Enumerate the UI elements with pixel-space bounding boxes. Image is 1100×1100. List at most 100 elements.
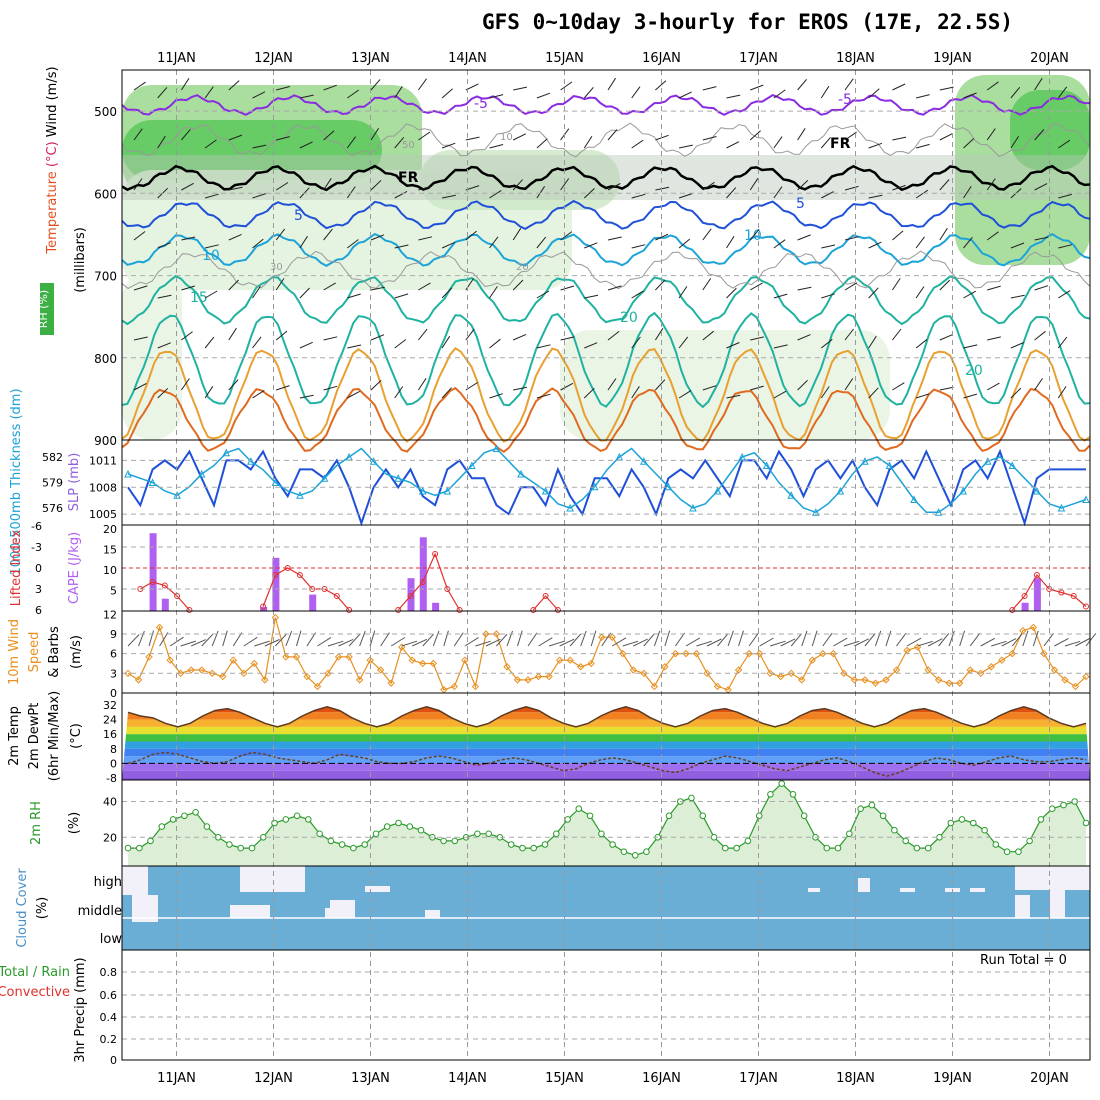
upper-barb bbox=[441, 88, 453, 99]
cloud-block-4 bbox=[325, 908, 330, 918]
upper-barb bbox=[678, 390, 692, 399]
thickness-point bbox=[271, 478, 280, 486]
upper-barb bbox=[868, 241, 882, 249]
li-line bbox=[140, 581, 190, 611]
rh-point bbox=[440, 837, 447, 845]
wind-barb bbox=[1001, 638, 1017, 647]
upper-barb bbox=[489, 144, 504, 149]
cape-bar bbox=[272, 557, 280, 611]
upper-barb bbox=[157, 242, 171, 249]
upper-barb bbox=[133, 128, 143, 141]
upper-barb bbox=[1010, 294, 1025, 299]
precip-ytick-1: 0.2 bbox=[100, 1033, 118, 1046]
upper-barb bbox=[583, 136, 593, 149]
upper-barb bbox=[678, 193, 693, 199]
wind-speed-point bbox=[766, 669, 774, 678]
rh-point bbox=[834, 844, 842, 852]
upper-barb bbox=[536, 290, 550, 299]
cloud-block-3 bbox=[230, 905, 270, 918]
upper-barb bbox=[323, 385, 338, 391]
upper-barb bbox=[939, 386, 954, 391]
li-point bbox=[554, 607, 561, 613]
cape-li-panel bbox=[122, 533, 1090, 613]
upper-barb bbox=[892, 328, 902, 341]
upper-barb bbox=[418, 185, 433, 191]
upper-barb bbox=[157, 135, 166, 149]
upper-barb bbox=[773, 293, 788, 299]
upper-barb bbox=[631, 386, 640, 399]
cape-bar bbox=[161, 598, 169, 611]
rh-point bbox=[789, 791, 797, 798]
upper-barb bbox=[607, 129, 618, 141]
rh-point bbox=[992, 841, 1000, 848]
thickness-point bbox=[689, 503, 697, 512]
upper-barb bbox=[1034, 77, 1043, 91]
upper-barb bbox=[489, 189, 502, 199]
upper-barb bbox=[987, 285, 1001, 291]
upper-barb bbox=[157, 342, 171, 349]
wind-speed-point bbox=[692, 649, 701, 658]
wind-barb bbox=[664, 630, 671, 647]
upper-barb bbox=[1010, 86, 1021, 99]
wind-barb bbox=[496, 633, 508, 647]
wind-speed-point bbox=[482, 630, 490, 638]
wind-ytick-0: 0 bbox=[110, 687, 117, 700]
wind-barb bbox=[412, 638, 428, 647]
wind-barb bbox=[580, 630, 587, 647]
wind-barb bbox=[190, 639, 207, 647]
cloud-unit-part-0: (%) bbox=[35, 897, 50, 920]
upper-barb bbox=[655, 279, 666, 291]
upper-barb bbox=[346, 239, 359, 249]
upper-barb bbox=[607, 236, 622, 241]
li-point bbox=[1083, 603, 1089, 610]
upper-barb bbox=[1058, 139, 1071, 149]
wind-barb bbox=[1011, 633, 1023, 647]
wind-barb bbox=[180, 640, 197, 647]
temp-band-4 bbox=[122, 734, 1090, 742]
wind-barb bbox=[380, 632, 390, 647]
upper-barb bbox=[607, 378, 617, 391]
wind-speed-point bbox=[461, 656, 469, 664]
upper-barb bbox=[418, 282, 431, 291]
thickness-point bbox=[173, 491, 181, 499]
upper-barb bbox=[489, 286, 498, 299]
upper-barb bbox=[418, 236, 433, 241]
upper-barb bbox=[702, 330, 715, 341]
wind-speed-point bbox=[292, 653, 301, 661]
upper-barb bbox=[417, 378, 427, 391]
rh-swatch bbox=[40, 283, 54, 335]
li-point bbox=[174, 593, 181, 599]
upper-barb bbox=[607, 183, 621, 191]
slp-title: SLP (mb) bbox=[67, 453, 82, 512]
upper-barb bbox=[773, 239, 786, 249]
thickness-point bbox=[468, 461, 476, 469]
upper-barb bbox=[631, 290, 644, 299]
thickness-point bbox=[566, 503, 574, 512]
wind-barb bbox=[622, 640, 639, 647]
li-point bbox=[333, 593, 340, 599]
upper-barb bbox=[655, 379, 666, 391]
li-ytick--6: -6 bbox=[31, 520, 42, 533]
upper-barb bbox=[797, 128, 806, 141]
wind-barb bbox=[127, 634, 140, 647]
upper-barb bbox=[583, 188, 595, 199]
wind-barb bbox=[285, 630, 293, 647]
day-label-bottom-4: 15JAN bbox=[545, 1071, 584, 1086]
upper-barb bbox=[370, 286, 385, 291]
thickness-point bbox=[811, 508, 820, 516]
contour-5 bbox=[121, 199, 1091, 231]
li-line bbox=[532, 595, 559, 611]
rh-point bbox=[226, 841, 233, 848]
upper-barb bbox=[892, 382, 905, 391]
upper-barb bbox=[655, 233, 669, 241]
rh-point bbox=[553, 830, 560, 838]
li-point bbox=[1021, 593, 1028, 599]
rh-point bbox=[519, 844, 526, 852]
temp-ytick-32: 32 bbox=[103, 699, 117, 712]
upper-barb bbox=[560, 382, 574, 391]
upper-barb bbox=[252, 389, 265, 399]
wind-speed-point bbox=[166, 656, 174, 664]
wind-speed-point bbox=[934, 676, 943, 684]
upper-title-part-1: (°C) bbox=[45, 137, 60, 167]
contour-15 bbox=[121, 274, 1091, 326]
